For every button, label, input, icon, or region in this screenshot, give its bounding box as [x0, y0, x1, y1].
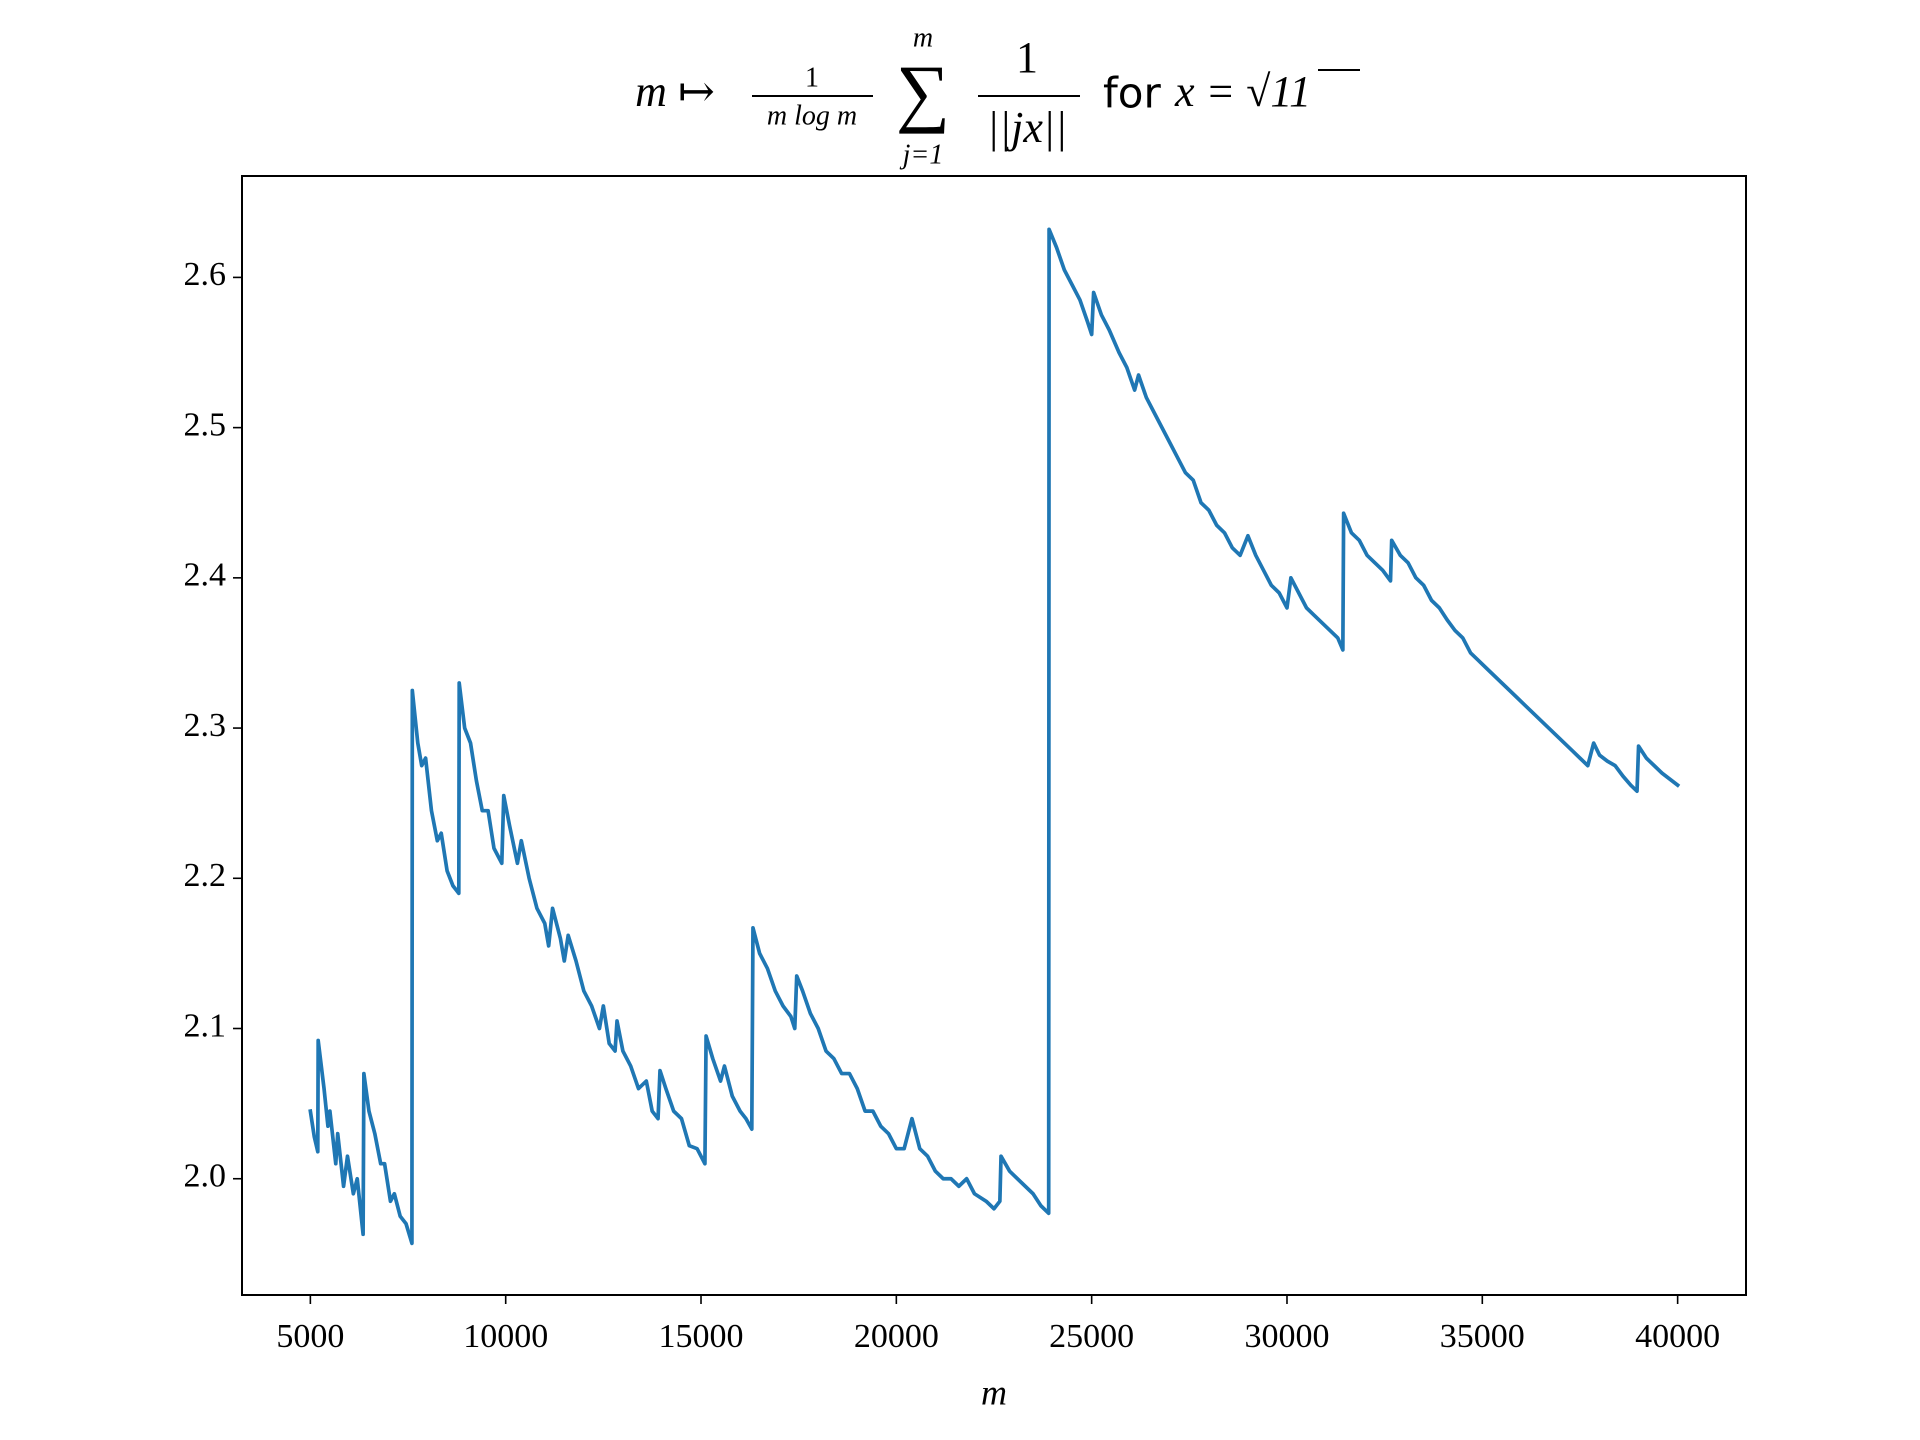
x-tick-label: 30000 — [1244, 1318, 1329, 1355]
title-sum: ∑ — [896, 50, 950, 134]
y-tick-label: 2.5 — [184, 406, 227, 443]
title-map: m ↦ — [635, 67, 715, 116]
plot-frame — [241, 175, 1747, 1296]
x-tick-label: 20000 — [854, 1318, 939, 1355]
title-term-num: 1 — [1016, 33, 1038, 82]
y-tick-label: 2.6 — [184, 256, 227, 293]
x-axis-label: m — [981, 1372, 1007, 1412]
title-term-den: ||jx|| — [987, 103, 1067, 152]
title-condition: x = √11 — [1174, 67, 1311, 116]
x-tick-label: 35000 — [1440, 1318, 1525, 1355]
title-sum-upper: m — [913, 22, 933, 53]
title-coef-den: m log m — [767, 100, 857, 131]
y-tick-label: 2.2 — [184, 857, 227, 894]
x-tick-label: 5000 — [276, 1318, 344, 1355]
chart-title: m ↦ 1 m log m ∑ m j=1 1 ||jx|| for x = √… — [635, 22, 1360, 170]
y-tick-label: 2.1 — [184, 1007, 227, 1044]
x-tick-label: 15000 — [659, 1318, 744, 1355]
y-tick-label: 2.3 — [184, 707, 227, 744]
x-tick-label: 40000 — [1635, 1318, 1720, 1355]
x-tick-label: 25000 — [1049, 1318, 1134, 1355]
y-tick-label: 2.4 — [184, 557, 227, 594]
title-sum-lower: j=1 — [900, 139, 944, 170]
x-tick-label: 10000 — [463, 1318, 548, 1355]
title-suffix: for — [1103, 69, 1161, 118]
y-tick-label: 2.0 — [184, 1158, 227, 1195]
title-coef-num: 1 — [805, 62, 819, 93]
data-line — [308, 227, 1681, 1246]
